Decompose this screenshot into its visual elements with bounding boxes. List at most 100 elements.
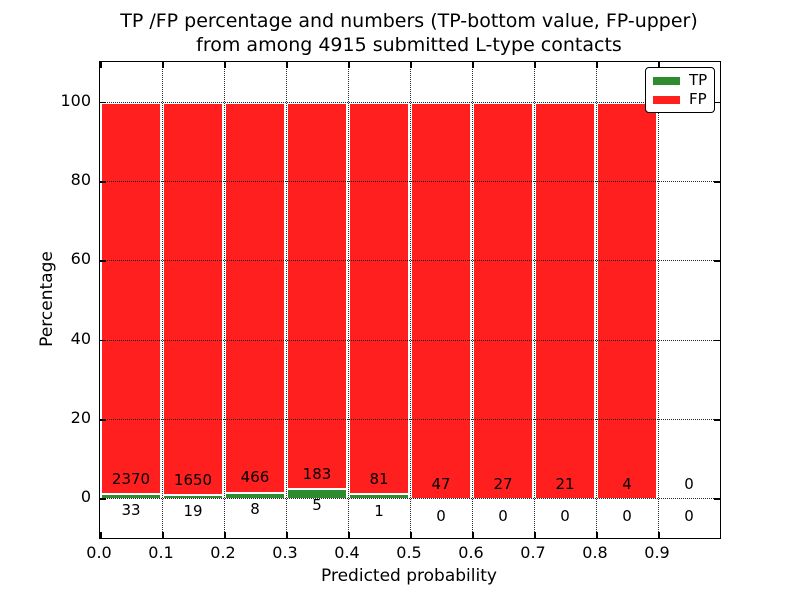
x-tick-label: 0.5 (396, 543, 422, 562)
tick-mark-right (714, 101, 720, 104)
tick-mark-bottom (348, 532, 350, 538)
legend-item: TP (653, 73, 707, 88)
tp-count-label: 19 (183, 502, 203, 521)
legend-swatch-fp (653, 95, 680, 104)
y-axis-label: Percentage (37, 251, 57, 347)
tick-mark-right (714, 498, 720, 500)
tick-mark-top (534, 62, 536, 68)
tick-mark-bottom (224, 532, 226, 538)
tick-mark-left (100, 260, 106, 262)
chart-title-line2: from among 4915 submitted L-type contact… (196, 34, 622, 56)
gridline-horizontal (100, 419, 720, 420)
tick-mark-top (658, 62, 660, 68)
fp-count-label: 47 (431, 475, 451, 494)
bar-fp-segment (100, 101, 162, 493)
bar-fp-segment (596, 101, 658, 499)
tick-mark-bottom (162, 532, 164, 538)
tick-mark-left (100, 419, 106, 421)
fp-count-label: 183 (302, 464, 332, 483)
x-tick-label: 0.9 (644, 543, 670, 562)
tp-count-label: 0 (684, 506, 694, 525)
chart-title-line1: TP /FP percentage and numbers (TP-bottom… (120, 10, 698, 32)
y-tick-label: 20 (70, 408, 91, 427)
gridline-horizontal (100, 101, 720, 103)
bar-fp-segment (348, 101, 410, 494)
gridline-horizontal (100, 181, 720, 182)
x-tick-label: 0.4 (334, 543, 360, 562)
tick-mark-top (596, 62, 598, 68)
x-tick-label: 0.0 (86, 543, 112, 562)
y-tick-label: 60 (70, 249, 91, 269)
fp-count-label: 27 (493, 475, 513, 494)
bar-tp-segment (162, 493, 224, 499)
x-tick-label: 0.3 (272, 543, 298, 562)
fp-count-label: 21 (555, 475, 575, 494)
chart-title: TP /FP percentage and numbers (TP-bottom… (99, 9, 719, 57)
y-tick-label: 80 (70, 170, 91, 189)
tp-count-label: 8 (250, 500, 260, 519)
gridline-horizontal (100, 339, 720, 341)
legend-item: FP (653, 92, 707, 107)
tp-count-label: 0 (498, 506, 508, 525)
tick-mark-bottom (410, 532, 412, 538)
gridline-vertical (596, 62, 597, 538)
tick-mark-top (472, 62, 474, 68)
tick-mark-top (100, 62, 102, 68)
gridline-vertical (472, 62, 473, 538)
fp-count-label: 1650 (173, 470, 213, 489)
tick-mark-bottom (596, 532, 598, 538)
y-tick-label: 100 (60, 90, 91, 110)
tick-mark-top (162, 62, 164, 68)
gridline-vertical (534, 62, 535, 538)
tick-mark-top (348, 62, 350, 68)
x-tick-label: 0.1 (148, 543, 174, 562)
tick-mark-top (410, 62, 412, 68)
tick-mark-left (100, 181, 106, 183)
y-tick-label: 40 (70, 328, 91, 348)
tick-mark-right (714, 339, 720, 342)
fp-count-label: 81 (369, 470, 389, 489)
gridline-horizontal (100, 260, 720, 262)
bar-fp-segment (162, 101, 224, 494)
legend-label: TP (689, 71, 708, 89)
gridline-vertical (658, 62, 659, 538)
y-tick-label: 0 (80, 487, 91, 507)
tick-mark-right (714, 419, 720, 421)
tp-count-label: 33 (121, 501, 141, 520)
bar-tp-segment (224, 491, 286, 499)
tp-count-label: 0 (436, 506, 446, 525)
x-tick-label: 0.2 (210, 543, 236, 562)
bar-fp-segment (534, 101, 596, 499)
tick-mark-bottom (100, 532, 102, 538)
x-tick-label: 0.7 (520, 543, 546, 562)
fp-count-label: 2370 (111, 469, 151, 488)
x-tick-label: 0.8 (582, 543, 608, 562)
gridline-vertical (162, 62, 163, 538)
legend-swatch-tp (653, 76, 680, 85)
bar-fp-segment (224, 101, 286, 492)
bar-fp-segment (286, 101, 348, 488)
tp-count-label: 1 (374, 501, 384, 520)
plot-area: 2370 33 1650 19 466 8 183 5 81 1 47 0 27 0 21 0 4 0 0 0 (99, 61, 721, 539)
tick-mark-left (100, 498, 106, 500)
tick-mark-bottom (658, 532, 660, 538)
tick-mark-top (224, 62, 226, 68)
bar-tp-segment (100, 492, 162, 499)
tp-count-label: 0 (622, 506, 632, 525)
gridline-vertical (410, 62, 411, 538)
tick-mark-right (714, 260, 720, 262)
tick-mark-top (286, 62, 288, 68)
gridline-vertical (224, 62, 225, 538)
legend-label: FP (689, 90, 707, 108)
tick-mark-left (100, 101, 106, 104)
tick-mark-left (100, 339, 106, 342)
bar-fp-segment (410, 101, 472, 499)
fp-count-label: 466 (240, 468, 270, 487)
gridline-vertical (348, 62, 349, 538)
tick-mark-right (714, 181, 720, 183)
tp-count-label: 5 (312, 496, 322, 515)
tp-count-label: 0 (560, 506, 570, 525)
bar-tp-segment (348, 493, 410, 499)
gridline-vertical (286, 62, 287, 538)
